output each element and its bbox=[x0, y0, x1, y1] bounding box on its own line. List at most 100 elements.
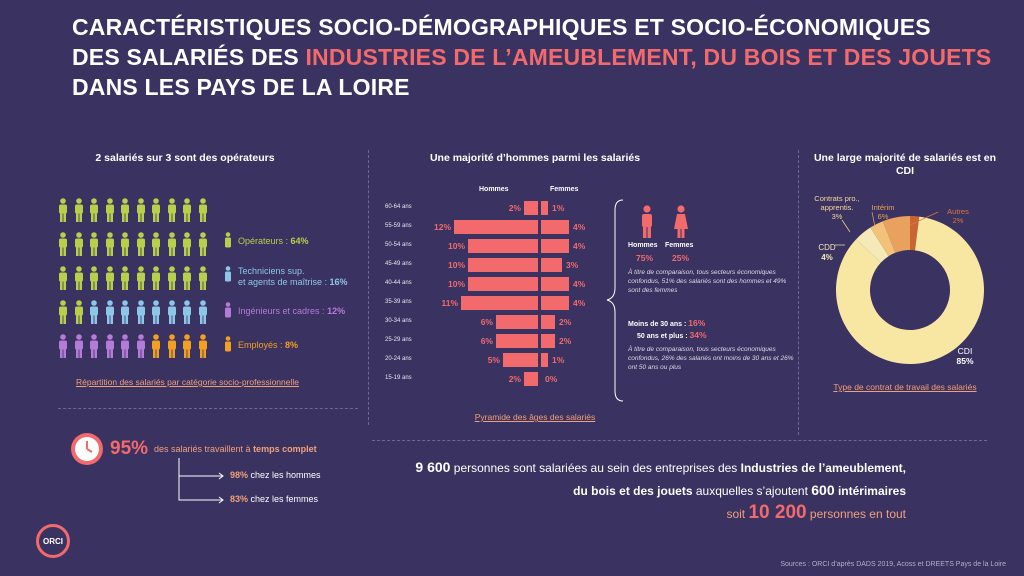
men-pct-label: 2% bbox=[508, 374, 521, 384]
person-icon bbox=[59, 266, 67, 290]
person-icon bbox=[183, 334, 191, 358]
cdd-text: CDD bbox=[818, 243, 836, 252]
legend-value: 8% bbox=[285, 340, 299, 350]
donut-slice-cdi bbox=[836, 216, 984, 364]
women-full-time: 83% chez les femmes bbox=[230, 494, 318, 504]
person-icon bbox=[121, 232, 129, 256]
person-icon bbox=[90, 232, 98, 256]
person-icon bbox=[225, 302, 231, 318]
brace-icon bbox=[606, 199, 624, 402]
age-comparison-note: À titre de comparaison, tous secteurs éc… bbox=[628, 346, 794, 371]
person-icon bbox=[167, 198, 176, 222]
title-line-2-prefix: DES SALARIÉS DES bbox=[72, 44, 306, 70]
page-title: CARACTÉRISTIQUES SOCIO-DÉMOGRAPHIQUES ET… bbox=[72, 12, 991, 102]
men-full-time: 98% chez les hommes bbox=[230, 470, 321, 480]
title-line-2: DES SALARIÉS DES INDUSTRIES DE L’AMEUBLE… bbox=[72, 42, 991, 72]
summary-bold-1: Industries de l’ameublement, bbox=[740, 461, 906, 475]
legend-value: 12% bbox=[327, 306, 346, 316]
person-icon bbox=[198, 334, 207, 358]
summary-bold-2: du bois et des jouets bbox=[573, 484, 693, 498]
person-icon bbox=[198, 300, 207, 324]
title-line-3: DANS LES PAYS DE LA LOIRE bbox=[72, 74, 410, 100]
old-label: 50 ans et plus : bbox=[637, 333, 690, 340]
man-icon bbox=[642, 205, 652, 238]
men-pct-label: 2% bbox=[508, 203, 521, 213]
age-group-label: 55-59 ans bbox=[385, 223, 412, 229]
person-icon bbox=[74, 300, 83, 324]
legend-techniciens: Techniciens sup. et agents de maîtrise : … bbox=[224, 266, 348, 288]
summary-text-1: personnes sont salariées au sein des ent… bbox=[450, 461, 741, 475]
men-pct-label: 12% bbox=[433, 222, 451, 232]
women-pct-label: 1% bbox=[552, 203, 565, 213]
legend-operateurs: Opérateurs : 64% bbox=[224, 232, 309, 248]
person-icon bbox=[90, 198, 98, 222]
men-pct-label: 10% bbox=[447, 279, 465, 289]
person-icon bbox=[74, 232, 83, 256]
old-pct: 34% bbox=[689, 330, 707, 340]
age-group-label: 40-44 ans bbox=[385, 280, 412, 286]
total-count: 10 200 bbox=[748, 502, 807, 523]
person-icon bbox=[152, 232, 160, 256]
operators-source-link[interactable]: Répartition des salariés par catégorie s… bbox=[75, 377, 299, 387]
men-pct-label: 6% bbox=[480, 336, 493, 346]
women-pct-label: 2% bbox=[559, 317, 572, 327]
women-bar bbox=[541, 258, 562, 272]
women-bar bbox=[541, 334, 555, 348]
person-icon bbox=[105, 198, 114, 222]
person-icon bbox=[105, 334, 114, 358]
person-icon bbox=[90, 334, 98, 358]
section-pyramid-title: Une majorité d’hommes parmi les salariés bbox=[429, 152, 641, 164]
women-bar bbox=[541, 277, 569, 291]
interim-label: Intérim 6% bbox=[868, 203, 898, 221]
title-line-1: CARACTÉRISTIQUES SOCIO-DÉMOGRAPHIQUES ET… bbox=[72, 14, 931, 40]
women-bar bbox=[541, 353, 548, 367]
gender-comparison-note: À titre de comparaison, tous secteurs éc… bbox=[628, 269, 787, 294]
separator bbox=[372, 440, 987, 441]
age-group-label: 25-29 ans bbox=[385, 337, 412, 343]
cdd-pct: 4% bbox=[821, 253, 833, 262]
person-icon bbox=[136, 334, 145, 358]
person-icon bbox=[59, 334, 67, 358]
legend-value: 64% bbox=[290, 236, 309, 246]
men-bar bbox=[468, 277, 538, 291]
person-icon bbox=[152, 334, 160, 358]
cdd-label: CDD 4% bbox=[812, 243, 842, 263]
summary-text: 9 600 personnes sont salariées au sein d… bbox=[380, 456, 906, 525]
men-bar bbox=[468, 258, 538, 272]
person-icon bbox=[136, 198, 145, 222]
person-icon bbox=[59, 300, 67, 324]
men-pct-label: 6% bbox=[480, 317, 493, 327]
full-time-pct: 95% bbox=[110, 438, 149, 459]
women-pct-label: 3% bbox=[566, 260, 579, 270]
women-bar bbox=[541, 220, 569, 234]
legend-label: et agents de maîtrise : bbox=[238, 277, 330, 287]
source-note: Sources : ORCI d’après DADS 2019, Acoss … bbox=[780, 561, 1006, 568]
women-bar bbox=[541, 239, 569, 253]
autres-text: Autres bbox=[947, 207, 969, 216]
section-contract-title: Une large majorité de salariés est en CD… bbox=[813, 152, 997, 177]
person-icon bbox=[225, 232, 231, 248]
legend-label: Ingénieurs et cadres : bbox=[238, 306, 328, 316]
legend-employes: Employés : 8% bbox=[224, 336, 298, 352]
person-icon bbox=[198, 266, 207, 290]
age-group-label: 30-34 ans bbox=[385, 318, 412, 324]
pyramid-source-link[interactable]: Pyramide des âges des salariés bbox=[474, 412, 596, 422]
interim-text: Intérim bbox=[871, 203, 895, 212]
section-operators-title: 2 salariés sur 3 sont des opérateurs bbox=[95, 152, 275, 164]
young-pct: 16% bbox=[688, 318, 706, 328]
men-bar bbox=[461, 296, 538, 310]
title-line-2-highlight: INDUSTRIES DE L’AMEUBLEMENT, DU BOIS ET … bbox=[305, 44, 992, 70]
person-icon bbox=[136, 266, 145, 290]
women-pct-label: 4% bbox=[573, 241, 586, 251]
contrats-pro-text: Contrats pro., apprentis. bbox=[814, 194, 860, 212]
person-icon bbox=[121, 266, 129, 290]
age-group-label: 60-64 ans bbox=[385, 204, 412, 210]
summary-text-3: soit bbox=[726, 507, 749, 521]
men-bar bbox=[496, 334, 538, 348]
contract-source-link[interactable]: Type de contrat de travail des salariés bbox=[833, 382, 977, 392]
autres-label: Autres 2% bbox=[938, 207, 978, 225]
women-pct: 25% bbox=[672, 253, 690, 263]
women-pct-label: 4% bbox=[573, 298, 586, 308]
person-icon bbox=[90, 300, 98, 324]
person-icon bbox=[59, 198, 67, 222]
